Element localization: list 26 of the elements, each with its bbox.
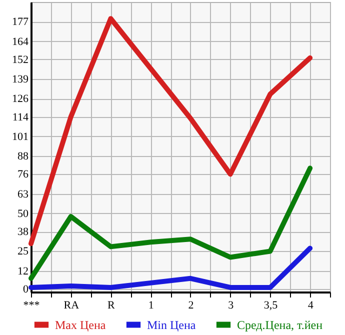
y-tick-label: 63 xyxy=(18,188,29,200)
y-tick-label: 139 xyxy=(12,74,29,86)
y-tick-label: 38 xyxy=(18,226,29,238)
x-tick-label: 3,5 xyxy=(264,300,278,312)
x-tick-label: RA xyxy=(64,300,80,312)
legend-label: Min Цена xyxy=(147,318,196,332)
x-tick-label: R xyxy=(108,300,116,312)
legend-label: Max Цена xyxy=(55,318,106,332)
x-tick-label: *** xyxy=(23,300,40,312)
x-tick-label: 2 xyxy=(188,300,194,312)
y-tick-label: 88 xyxy=(18,150,29,163)
legend-label: Сред.Цена, т.йен xyxy=(237,318,324,332)
y-tick-label: 12 xyxy=(18,265,28,278)
y-tick-label: 152 xyxy=(12,54,28,66)
y-tick-label: 76 xyxy=(18,168,29,181)
y-tick-label: 101 xyxy=(12,130,28,143)
y-tick-label: 126 xyxy=(12,93,29,106)
y-tick-label: 50 xyxy=(18,208,29,220)
x-tick-label: 1 xyxy=(148,300,154,312)
y-tick-label: 0 xyxy=(23,283,29,296)
y-tick-label: 164 xyxy=(12,36,29,48)
y-tick-label: 25 xyxy=(18,246,29,258)
x-tick-label: 4 xyxy=(308,300,314,312)
y-tick-label: 114 xyxy=(12,111,29,124)
y-tick-label: 177 xyxy=(12,16,29,28)
x-tick-label: 3 xyxy=(228,300,234,312)
